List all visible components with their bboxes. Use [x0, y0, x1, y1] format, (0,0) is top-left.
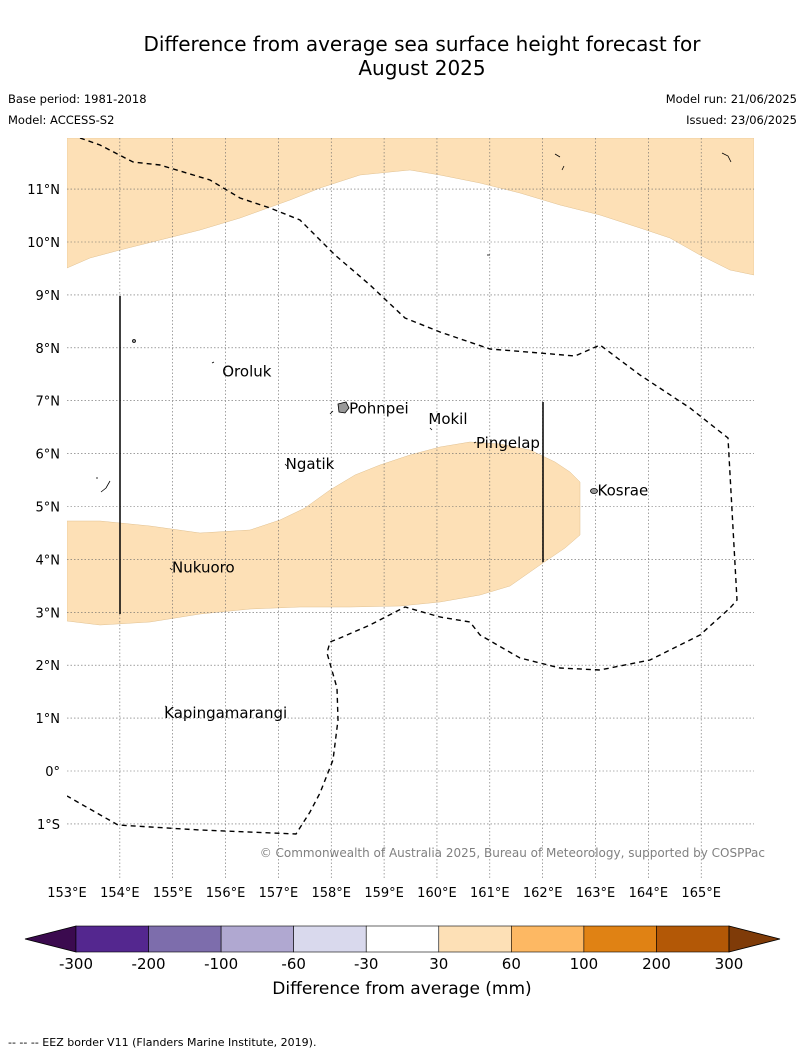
place-label-kosrae: Kosrae	[598, 482, 649, 500]
colorbar-extend-high	[728, 925, 781, 953]
lat-label: 8°N	[36, 342, 61, 357]
island-small-b	[100, 480, 111, 493]
copyright-text: © Commonwealth of Australia 2025, Bureau…	[260, 846, 765, 860]
lat-label: 11°N	[27, 183, 60, 198]
map-title: Difference from average sea surface heig…	[40, 32, 804, 80]
lon-label: 159°E	[364, 886, 404, 901]
lat-label: 0°	[45, 765, 60, 780]
graticule	[67, 138, 754, 878]
colorbar-tick-label: -30	[354, 955, 379, 973]
eez-legend-note: -- -- -- EEZ border V11 (Flanders Marine…	[8, 1036, 317, 1049]
colorbar-tick-label: -300	[59, 955, 93, 973]
lon-label: 155°E	[153, 886, 193, 901]
island-small-d	[554, 153, 565, 171]
place-label-mokil: Mokil	[428, 410, 467, 428]
colorbar-tick-label: -60	[281, 955, 306, 973]
longitude-labels: 153°E 154°E 155°E 156°E 157°E 158°E 159°E 160°E…	[47, 886, 721, 901]
eez-border	[67, 138, 738, 835]
colorbar-tick-label: 30	[429, 955, 448, 973]
lat-label: 2°N	[36, 659, 61, 674]
island-kosrae	[590, 488, 598, 494]
lon-label: 163°E	[576, 886, 616, 901]
lon-label: 164°E	[629, 886, 669, 901]
island-small-west	[132, 339, 136, 343]
lat-label: 10°N	[27, 236, 60, 251]
island-small-c	[329, 410, 334, 415]
eez-line-north	[67, 138, 738, 835]
colorbar-swatch	[75, 925, 149, 953]
colorbar-tick-label: 200	[642, 955, 671, 973]
lat-label: 3°N	[36, 606, 61, 621]
colorbar-extend-low	[24, 925, 77, 953]
colorbar-swatch	[148, 925, 222, 953]
issued-date: Issued: 23/06/2025	[686, 113, 797, 127]
place-label-ngatik: Ngatik	[286, 455, 335, 473]
islands	[96, 152, 732, 708]
lon-label: 162°E	[523, 886, 563, 901]
island-pohnpei	[337, 401, 350, 414]
place-labels: Oroluk Pohnpei Mokil Pingelap Ngatik Kosrae Nu…	[164, 363, 648, 722]
colorbar-title: Difference from average (mm)	[272, 979, 532, 999]
model-run: Model run: 21/06/2025	[665, 92, 797, 106]
lon-label: 165°E	[681, 886, 721, 901]
lon-label: 161°E	[470, 886, 510, 901]
title-line-2: August 2025	[358, 56, 486, 80]
island-small-g	[164, 361, 477, 708]
lat-label: 7°N	[36, 395, 61, 410]
lat-label: 6°N	[36, 448, 61, 463]
colorbar-swatch	[293, 925, 367, 953]
model-name: Model: ACCESS-S2	[8, 113, 115, 127]
lon-label: 156°E	[206, 886, 246, 901]
colorbar-tick-label: 100	[570, 955, 599, 973]
colorbar-tick-label: 300	[715, 955, 744, 973]
lon-label: 160°E	[417, 886, 457, 901]
lon-label: 153°E	[47, 886, 87, 901]
lat-label: 1°N	[36, 712, 61, 727]
colorbar-swatch	[220, 925, 294, 953]
place-label-pingelap: Pingelap	[476, 434, 540, 452]
colorbar-swatch	[583, 925, 657, 953]
title-line-1: Difference from average sea surface heig…	[143, 32, 701, 56]
lat-label: 9°N	[36, 289, 61, 304]
colorbar-swatch	[511, 925, 585, 953]
colorbar-tick-label: -200	[132, 955, 166, 973]
colorbar-tick-label: 60	[502, 955, 521, 973]
base-period: Base period: 1981-2018	[8, 92, 147, 106]
colorbar-tick-label: -100	[204, 955, 238, 973]
map-svg: 11°N 10°N 9°N 8°N 7°N 6°N 5°N 4°N 3°N 2°N 1°N 0° 1°S…	[24, 138, 781, 973]
latitude-labels: 11°N 10°N 9°N 8°N 7°N 6°N 5°N 4°N 3°N 2°N 1°N 0° 1°S	[27, 183, 60, 833]
lon-label: 157°E	[259, 886, 299, 901]
lat-label: 1°S	[37, 818, 60, 833]
lat-label: 5°N	[36, 501, 61, 516]
colorbar: -300 -200 -100 -60 -30 30 60 100 200 300	[24, 925, 781, 973]
lat-label: 4°N	[36, 553, 61, 568]
place-label-oroluk: Oroluk	[222, 363, 271, 381]
anomaly-region-south	[67, 441, 581, 626]
place-label-nukuoro: Nukuoro	[172, 558, 235, 576]
anomaly-region-north	[67, 138, 754, 276]
anomaly-shading	[67, 138, 754, 626]
island-small-e	[721, 152, 732, 163]
place-label-kapingamarangi: Kapingamarangi	[164, 704, 287, 722]
lon-label: 154°E	[100, 886, 140, 901]
place-label-pohnpei: Pohnpei	[349, 400, 409, 418]
lon-label: 158°E	[311, 886, 351, 901]
colorbar-swatch	[365, 925, 440, 953]
colorbar-swatch	[438, 925, 512, 953]
colorbar-swatch	[656, 925, 730, 953]
